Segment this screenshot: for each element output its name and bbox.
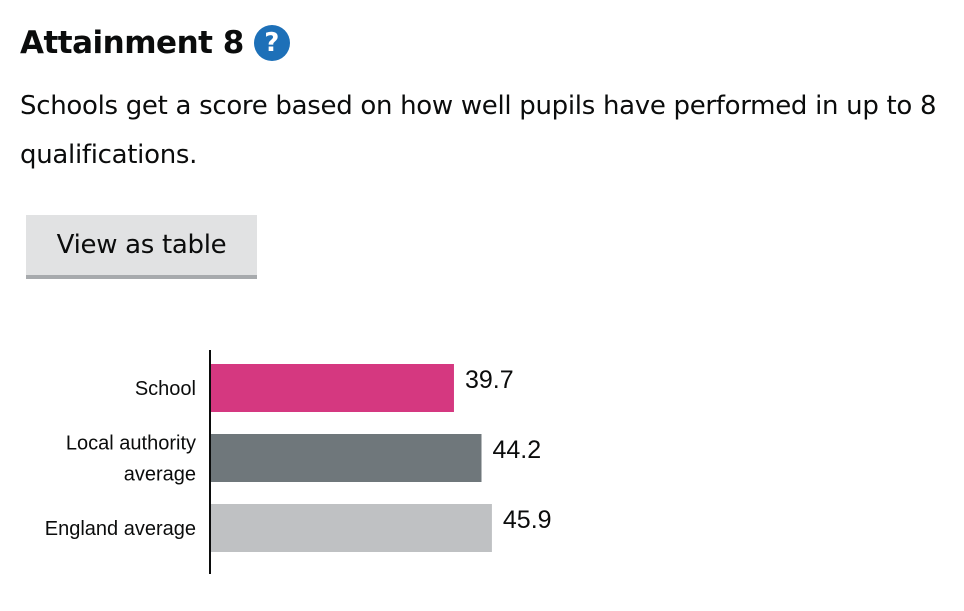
section-title: Attainment 8 [20, 25, 244, 61]
value-label-local-authority-average: 44.2 [493, 436, 542, 464]
section-heading: Attainment 8 ? [20, 18, 290, 68]
value-label-england-average: 45.9 [503, 506, 552, 534]
bar-england-average [211, 504, 492, 552]
bar-school [211, 364, 454, 412]
category-label-england-average: England average [45, 518, 196, 540]
bar-local-authority-average [211, 434, 482, 482]
question-mark-icon[interactable]: ? [253, 25, 290, 61]
value-label-school: 39.7 [465, 366, 514, 394]
attainment-bar-chart: 39.7 School 44.2 Local authority average 45.9… [45, 350, 552, 574]
category-label-local-authority-average: Local authority average [66, 433, 196, 486]
category-label-school: School [135, 378, 196, 400]
view-as-table-button[interactable]: View as table [26, 215, 257, 279]
bars-layer: 39.7 School 44.2 Local authority average 45.9… [45, 364, 552, 552]
section-description: Schools get a score based on how well pu… [20, 91, 937, 170]
